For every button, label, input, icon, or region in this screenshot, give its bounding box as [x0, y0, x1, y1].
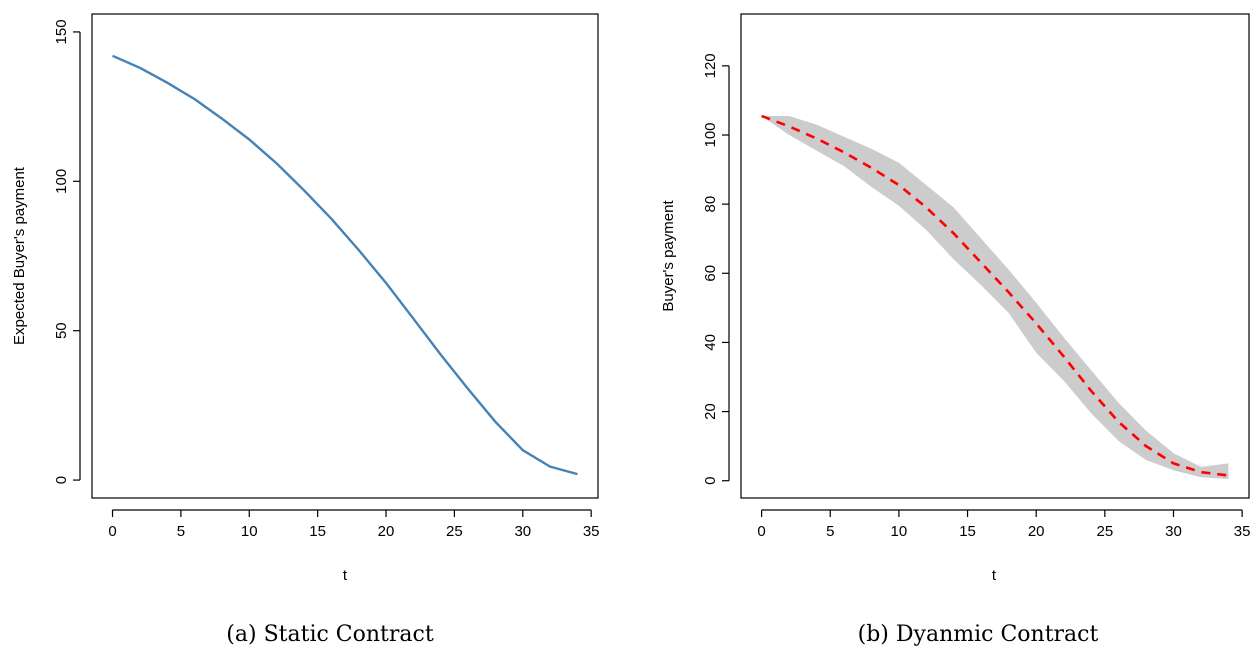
confidence-band — [761, 116, 1229, 479]
y-tick-label: 0 — [53, 476, 70, 484]
y-tick-label: 60 — [702, 265, 719, 282]
chart-dynamic-contract: 0 5 10 15 20 25 30 35 0 20 40 60 80 100 120 t Buyer's… — [660, 13, 1251, 647]
x-tick-label: 15 — [959, 523, 976, 540]
y-tick-label: 0 — [702, 477, 719, 485]
x-tick-label: 20 — [378, 523, 395, 540]
y-axis-title: Expected Buyer's payment — [11, 166, 28, 345]
x-tick-label: 25 — [1096, 523, 1113, 540]
x-tick-label: 20 — [1028, 523, 1045, 540]
x-tick-label: 10 — [891, 523, 908, 540]
band-layer — [761, 116, 1229, 479]
y-tick-label: 40 — [702, 334, 719, 351]
x-tick-label: 5 — [826, 523, 834, 540]
y-tick-label: 100 — [702, 122, 719, 147]
y-axis: 0 20 40 60 80 100 120 — [702, 53, 730, 485]
x-axis-title: t — [343, 567, 348, 584]
x-tick-label: 35 — [583, 523, 600, 540]
x-tick-label: 30 — [1165, 523, 1182, 540]
x-tick-label: 30 — [514, 523, 531, 540]
x-tick-label: 5 — [177, 523, 185, 540]
x-axis-title: t — [992, 567, 997, 584]
y-tick-label: 20 — [702, 403, 719, 420]
y-tick-label: 50 — [53, 322, 70, 339]
series-layer — [761, 114, 1229, 477]
x-tick-label: 10 — [241, 523, 258, 540]
y-tick-label: 120 — [702, 53, 719, 78]
y-tick-label: 100 — [53, 169, 70, 194]
y-tick-label: 80 — [702, 196, 719, 213]
dashed-payment-line — [761, 114, 1229, 477]
x-axis: 0 5 10 15 20 25 30 35 — [108, 509, 600, 540]
x-tick-label: 25 — [446, 523, 463, 540]
plot-frame — [91, 13, 599, 499]
x-tick-label: 0 — [108, 523, 116, 540]
x-tick-label: 35 — [1234, 523, 1251, 540]
chart-static-contract: 0 5 10 15 20 25 30 35 0 50 100 150 t Expected Buye… — [11, 13, 600, 647]
y-axis: 0 50 100 150 — [53, 19, 81, 484]
y-tick-label: 150 — [53, 19, 70, 44]
plot-frame — [740, 13, 1250, 499]
caption: (b) Dyanmic Contract — [858, 622, 1099, 647]
x-tick-label: 15 — [309, 523, 326, 540]
x-tick-label: 0 — [757, 523, 765, 540]
series-layer — [112, 54, 578, 476]
x-axis: 0 5 10 15 20 25 30 35 — [757, 509, 1251, 540]
payment-line — [112, 54, 578, 476]
caption: (a) Static Contract — [226, 622, 434, 647]
y-axis-title: Buyer's payment — [660, 200, 677, 312]
